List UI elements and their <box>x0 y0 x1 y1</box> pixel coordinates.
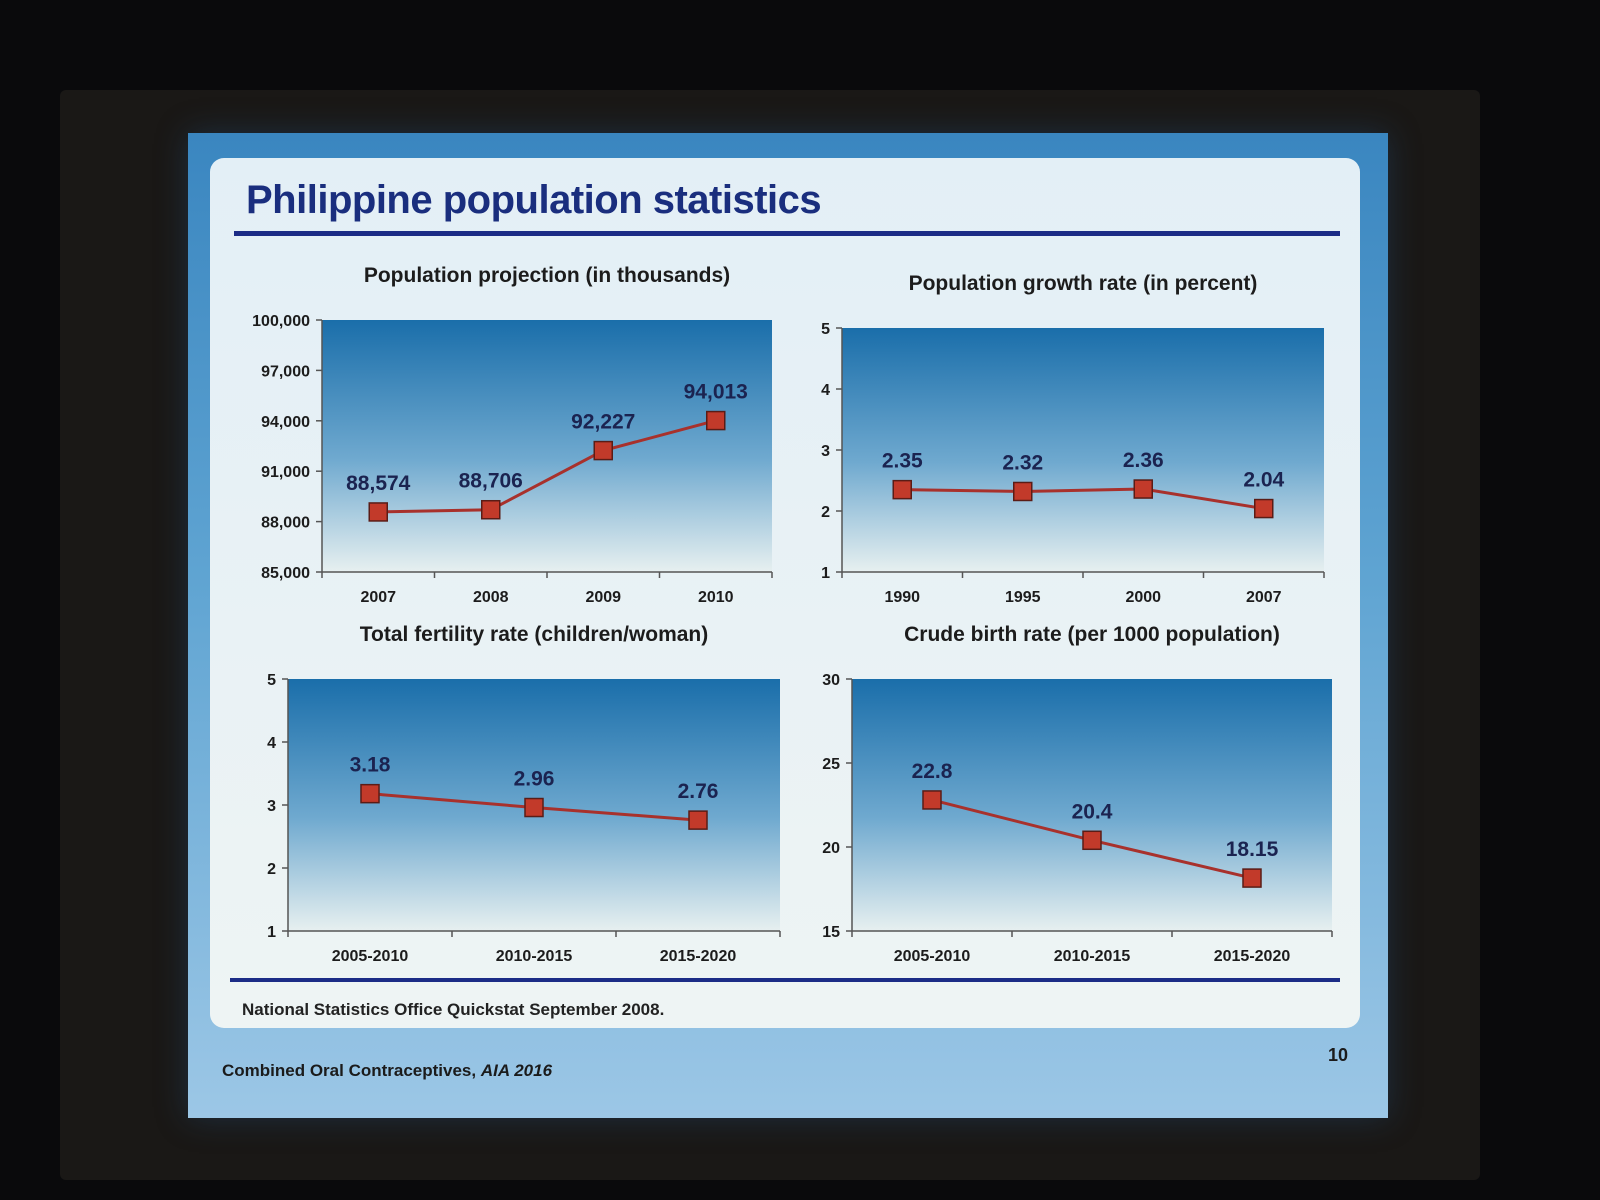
data-value-label: 88,574 <box>346 472 411 495</box>
data-value-label: 2.36 <box>1123 449 1164 472</box>
slide-card: Philippine population statistics Populat… <box>210 158 1360 1028</box>
plot-area <box>842 328 1324 572</box>
data-value-label: 3.18 <box>350 754 391 777</box>
y-tick-label: 88,000 <box>261 515 310 532</box>
y-tick-label: 2 <box>267 861 276 878</box>
y-tick-label: 1 <box>821 565 830 582</box>
data-value-label: 92,227 <box>571 411 635 434</box>
y-tick-label: 30 <box>822 672 840 689</box>
chart-title: Population projection (in thousands) <box>364 264 730 287</box>
projected-slide: Philippine population statistics Populat… <box>188 133 1388 1118</box>
x-tick-label: 2015-2020 <box>660 948 737 965</box>
data-value-label: 20.4 <box>1072 800 1113 823</box>
total-fertility-rate-chart: Total fertility rate (children/woman) 1 2 3… <box>267 623 781 965</box>
x-tick-label: 2010-2015 <box>1054 948 1131 965</box>
chart-title: Crude birth rate (per 1000 population) <box>904 623 1280 646</box>
data-point-marker <box>360 783 380 804</box>
y-tick-label: 15 <box>822 924 840 941</box>
data-point-marker <box>922 790 942 810</box>
x-tick-label: 2000 <box>1125 589 1161 606</box>
footer-rule <box>230 978 1340 982</box>
y-tick-label: 97,000 <box>261 363 310 380</box>
x-tick-label: 2010 <box>698 589 734 606</box>
data-value-label: 94,013 <box>684 381 748 404</box>
data-point-marker <box>1013 481 1033 502</box>
footer-italic: AIA 2016 <box>480 1061 553 1080</box>
data-value-label: 2.04 <box>1243 469 1284 492</box>
y-tick-label: 4 <box>267 735 276 752</box>
y-tick-label: 20 <box>822 840 840 857</box>
page-number: 10 <box>1327 1045 1348 1065</box>
plot-area <box>322 320 772 572</box>
x-tick-label: 2007 <box>360 589 396 606</box>
y-tick-label: 3 <box>267 798 276 815</box>
x-tick-label: 2005-2010 <box>894 948 971 965</box>
data-value-label: 22.8 <box>912 760 953 783</box>
series-line <box>378 419 717 514</box>
crude-birth-rate-chart: Crude birth rate (per 1000 population) 15… <box>822 623 1333 965</box>
data-point-marker <box>1082 830 1102 851</box>
data-point-marker <box>892 479 912 500</box>
x-tick-label: 2010-2015 <box>496 948 573 965</box>
y-tick-label: 91,000 <box>261 464 310 481</box>
data-point-marker <box>524 797 544 818</box>
data-point-marker <box>368 502 388 522</box>
y-tick-label: 100,000 <box>252 313 310 330</box>
data-point-marker <box>593 440 613 461</box>
slide-footer: Combined Oral Contraceptives, AIA 2016 <box>222 1061 552 1081</box>
y-tick-label: 85,000 <box>261 565 310 582</box>
y-tick-label: 3 <box>821 443 830 460</box>
data-point-marker <box>1133 479 1153 499</box>
title-underline <box>234 231 1340 236</box>
x-tick-label: 2008 <box>473 589 509 606</box>
x-tick-label: 2009 <box>585 589 621 606</box>
x-tick-label: 1995 <box>1005 589 1041 606</box>
data-point-marker <box>481 499 501 520</box>
data-value-label: 18.15 <box>1226 838 1279 861</box>
chart-title: Population growth rate (in percent) <box>909 272 1258 295</box>
y-tick-label: 94,000 <box>261 414 310 431</box>
population-projection-chart: Population projection (in thousands) 85,0… <box>252 264 773 606</box>
footer-text: Combined Oral Contraceptives, <box>222 1061 477 1080</box>
y-tick-label: 4 <box>821 382 830 399</box>
population-growth-rate-chart: Population growth rate (in percent) 1 2 3 4 5… <box>821 272 1325 606</box>
slide-title: Philippine population statistics <box>246 178 822 222</box>
data-value-label: 2.32 <box>1002 451 1043 474</box>
series-line <box>902 487 1264 511</box>
x-tick-label: 2007 <box>1246 589 1282 606</box>
y-tick-label: 5 <box>267 672 276 689</box>
data-point-marker <box>1242 868 1262 888</box>
chart-title: Total fertility rate (children/woman) <box>360 623 709 646</box>
data-value-label: 2.76 <box>678 780 719 803</box>
data-point-marker <box>706 410 726 431</box>
x-tick-label: 2005-2010 <box>332 948 409 965</box>
x-tick-label: 2015-2020 <box>1214 948 1291 965</box>
y-tick-label: 5 <box>821 321 830 338</box>
y-tick-label: 1 <box>267 924 276 941</box>
y-tick-label: 2 <box>821 504 830 521</box>
source-note: National Statistics Office Quickstat Sep… <box>242 1000 665 1019</box>
x-tick-label: 1990 <box>884 589 920 606</box>
y-tick-label: 25 <box>822 756 840 773</box>
data-value-label: 88,706 <box>459 470 523 493</box>
data-point-marker <box>1254 498 1274 519</box>
data-point-marker <box>688 810 708 830</box>
data-value-label: 2.35 <box>882 450 923 473</box>
data-value-label: 2.96 <box>514 768 555 791</box>
